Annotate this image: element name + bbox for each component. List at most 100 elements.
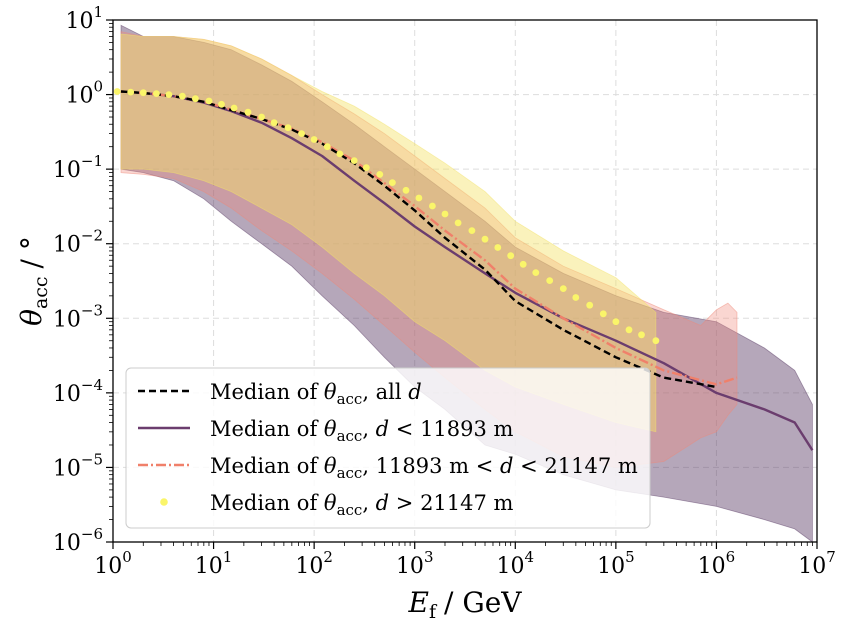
legend-entry-all-d-symbol: θ: [324, 380, 337, 404]
series-far-point: [532, 269, 540, 276]
x-tick-label: 105: [597, 548, 635, 579]
x-tick-exponent: 6: [726, 548, 736, 566]
y-tick-base: 10: [65, 84, 93, 109]
series-far-point: [139, 89, 147, 97]
series-far-point: [586, 301, 594, 309]
series-far-point: [612, 318, 620, 326]
x-tick-label: 106: [698, 548, 736, 579]
x-tick-base: 10: [798, 554, 826, 579]
legend-entry-far: Median of θacc, d > 21147 m: [210, 491, 514, 519]
legend-entry-far-symbol: θ: [324, 491, 337, 515]
series-mid-line: [120, 90, 738, 386]
legend-entry-mid-var: d: [500, 454, 513, 478]
legend-entry-all-d: Median of θacc, all d: [210, 380, 422, 408]
x-tick-label: 104: [497, 548, 535, 579]
series-far-point: [429, 202, 436, 210]
x-tick-exponent: 0: [122, 548, 132, 566]
y-axis-symbol: θ: [15, 309, 48, 326]
y-tick-base: 10: [65, 9, 93, 34]
series-far-point: [546, 277, 554, 284]
series-far-point: [258, 113, 265, 121]
x-axis-symbol: E: [408, 586, 429, 619]
y-tick-exponent: −2: [81, 227, 103, 245]
x-tick-label: 102: [295, 548, 333, 579]
series-far-point: [441, 210, 449, 218]
x-tick-base: 10: [497, 554, 525, 579]
y-tick-base: 10: [53, 233, 81, 258]
series-far-point: [192, 95, 199, 103]
series-all-d-line: [120, 90, 717, 389]
series-far-point: [638, 331, 645, 339]
series-far-point: [310, 136, 318, 143]
series-far-point: [599, 310, 607, 318]
y-tick-label: 10−1: [53, 152, 103, 183]
y-tick-exponent: 1: [93, 3, 103, 21]
legend-entry-near-symbol: θ: [324, 417, 337, 441]
series-far-point: [389, 179, 396, 187]
series-far-point: [507, 252, 515, 260]
x-tick-label: 100: [94, 548, 132, 579]
series-far-point: [402, 186, 410, 194]
legend-entry-mid-subscript: acc: [337, 464, 363, 482]
x-tick-exponent: 4: [525, 548, 535, 566]
legend: Median of θacc, all d Median of θacc, d …: [125, 367, 651, 529]
band-2: [120, 33, 657, 433]
x-tick-base: 10: [295, 554, 323, 579]
line-layer: [113, 88, 814, 451]
y-tick-base: 10: [53, 382, 81, 407]
x-tick-base: 10: [195, 554, 223, 579]
series-far-point: [415, 194, 423, 202]
series-far-point: [323, 143, 331, 151]
series-far-point: [572, 294, 580, 301]
tick-layer: 100 101 102 103 104 105 106 10710−610−510−410−3…: [53, 3, 836, 579]
series-far-point: [205, 97, 213, 105]
x-tick-base: 10: [597, 554, 625, 579]
x-tick-label: 101: [195, 548, 233, 579]
y-tick-exponent: −5: [81, 450, 103, 468]
y-tick-label: 100: [65, 78, 103, 109]
series-far-point: [165, 91, 173, 98]
series-far-point: [350, 157, 358, 165]
series-far-point: [230, 104, 238, 112]
y-axis-unit: / °: [15, 236, 48, 268]
legend-entry-near: Median of θacc, d < 11893 m: [210, 417, 514, 445]
legend-entry-far-tail: > 21147 m: [389, 491, 513, 515]
x-tick-base: 10: [94, 554, 122, 579]
x-tick-exponent: 2: [323, 548, 333, 566]
y-axis-label: θacc / °: [15, 236, 52, 326]
series-far-point: [481, 235, 489, 243]
y-tick-label: 10−5: [53, 450, 103, 481]
legend-entry-far-prefix: Median of: [210, 491, 324, 515]
band-1: [120, 31, 738, 468]
y-tick-base: 10: [53, 307, 81, 332]
legend-entry-near-tail: < 11893 m: [389, 417, 513, 441]
y-tick-base: 10: [53, 531, 81, 556]
series-far-point: [270, 119, 278, 127]
legend-entry-far-suffix: ,: [362, 491, 375, 515]
legend-entry-near-suffix: ,: [362, 417, 375, 441]
legend-entry-near-var: d: [376, 417, 389, 441]
legend-entry-near-subscript: acc: [337, 427, 363, 445]
y-tick-exponent: −3: [81, 301, 103, 319]
series-far-point: [559, 285, 567, 292]
x-axis-unit: / GeV: [444, 586, 522, 619]
series-far-point: [494, 244, 502, 251]
series-far-point: [298, 130, 305, 138]
series-far-point: [454, 219, 462, 227]
series-far-point: [376, 171, 384, 178]
y-tick-exponent: −4: [81, 376, 103, 394]
x-tick-exponent: 1: [223, 548, 233, 566]
x-tick-exponent: 5: [625, 548, 635, 566]
y-tick-exponent: −1: [81, 152, 103, 170]
y-tick-exponent: 0: [93, 78, 103, 96]
series-far-point: [652, 337, 660, 345]
legend-entry-mid: Median of θacc, 11893 m < d < 21147 m: [210, 454, 638, 482]
legend-entry-mid-prefix: Median of: [210, 454, 324, 478]
x-axis-subscript: f: [429, 601, 438, 623]
legend-box: [125, 367, 651, 529]
series-far-point: [153, 90, 160, 97]
series-far-point: [244, 108, 252, 116]
x-tick-exponent: 7: [826, 548, 836, 566]
